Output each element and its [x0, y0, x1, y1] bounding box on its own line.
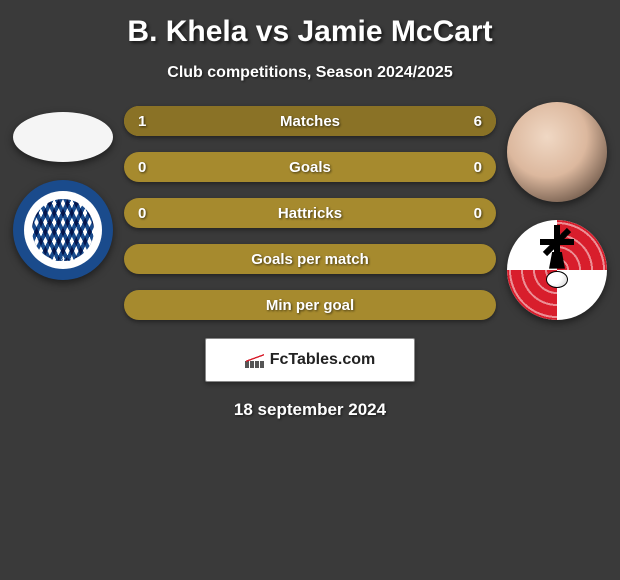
date-label: 18 september 2024	[0, 400, 620, 420]
stat-bar: Min per goal	[124, 290, 496, 320]
player-photo-left	[13, 112, 113, 162]
stat-bar: Goals per match	[124, 244, 496, 274]
source-logo[interactable]: FcTables.com	[205, 338, 415, 382]
globe-icon	[32, 199, 94, 261]
left-column: • 1875 •	[8, 102, 118, 280]
stat-label: Matches	[124, 113, 496, 130]
stats-bars: 16Matches 00Goals 00Hattricks Goals per mat…	[118, 106, 502, 320]
player-photo-right	[507, 102, 607, 202]
club-badge-left-inner: • 1875 •	[24, 191, 102, 269]
main-row: • 1875 • 16Matches 00Goals 00Hattricks Goal…	[0, 102, 620, 320]
right-column	[502, 102, 612, 320]
club-badge-right	[507, 220, 607, 320]
club-badge-right-center	[536, 228, 578, 288]
stat-bar: 00Hattricks	[124, 198, 496, 228]
subtitle: Club competitions, Season 2024/2025	[0, 64, 620, 82]
stat-bar: 16Matches	[124, 106, 496, 136]
source-logo-text: FcTables.com	[270, 351, 376, 369]
stat-label: Goals	[124, 159, 496, 176]
football-icon	[546, 271, 568, 288]
club-badge-left-year: • 1875 •	[51, 256, 75, 263]
stat-label: Min per goal	[124, 297, 496, 314]
windmill-body-icon	[549, 252, 565, 269]
club-badge-left: • 1875 •	[13, 180, 113, 280]
comparison-card: B. Khela vs Jamie McCart Club competitio…	[0, 0, 620, 430]
stat-label: Hattricks	[124, 205, 496, 222]
page-title: B. Khela vs Jamie McCart	[0, 15, 620, 49]
windmill-icon	[543, 228, 571, 250]
stat-bar: 00Goals	[124, 152, 496, 182]
stat-label: Goals per match	[124, 251, 496, 268]
chart-icon	[245, 352, 265, 368]
